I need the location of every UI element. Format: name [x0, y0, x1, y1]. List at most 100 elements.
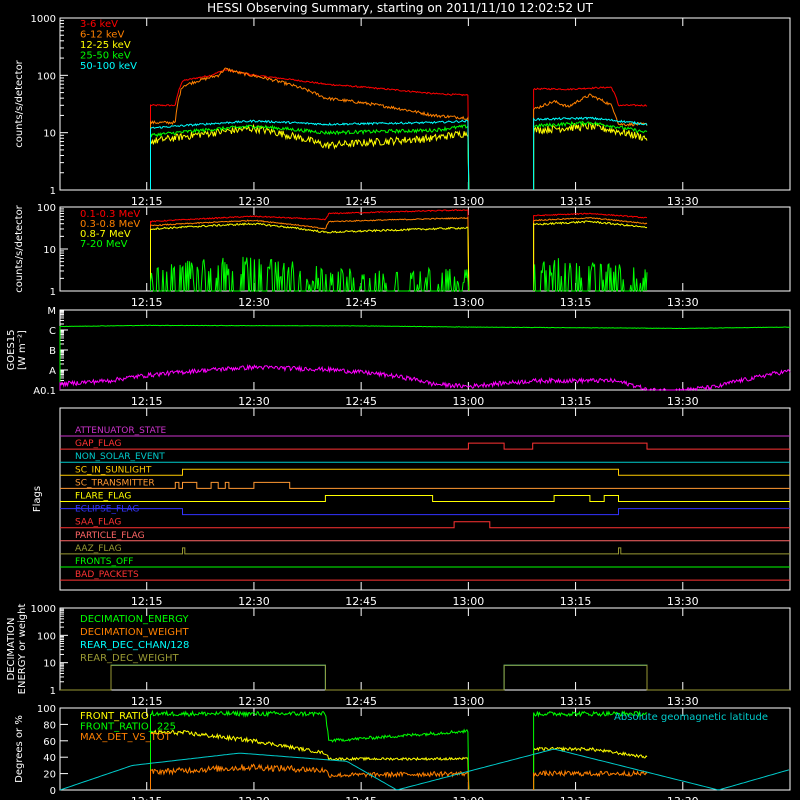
decim-time-tick-label: 12:45	[345, 695, 377, 708]
highE-y-tick-label: 10	[43, 245, 56, 256]
highE-time-tick-label: 13:30	[667, 296, 699, 309]
goes-series-1	[59, 363, 791, 392]
ratio-time-tick-label: 13:00	[453, 795, 485, 800]
goes-y-label-2: [W m⁻²]	[17, 330, 28, 370]
ratio-y-tick-label: 100	[37, 704, 56, 715]
flags-series-7	[60, 521, 790, 529]
ratio-time-tick-label: 12:15	[131, 795, 163, 800]
highE-series-0	[150, 209, 648, 292]
flags-label: FRONTS_OFF	[75, 557, 133, 567]
highE-y-label: counts/s/detector	[14, 204, 25, 292]
lowE-time-tick-label: 12:30	[238, 195, 270, 208]
lowE-time-tick-label: 12:45	[345, 195, 377, 208]
highE-time-tick-label: 12:30	[238, 296, 270, 309]
decim-series-3	[60, 664, 790, 691]
ratio-legend-item: FRONT_RATIO_ 225	[80, 722, 176, 733]
highE-legend-item: 0.8-7 MeV	[80, 229, 131, 240]
flags-series-9	[60, 547, 790, 555]
highE-time-tick-label: 13:15	[560, 296, 592, 309]
lowE-time-tick-label: 12:15	[131, 195, 163, 208]
decim-y-tick-label: 1	[50, 686, 56, 697]
flags-time-tick-label: 12:15	[131, 595, 163, 608]
flags-label: ATTENUATOR_STATE	[75, 426, 167, 436]
lowE-series-1	[150, 67, 648, 191]
flags-time-tick-label: 12:30	[238, 595, 270, 608]
ratio-series-2	[150, 763, 648, 791]
goes-y-label: GOES15	[6, 329, 17, 370]
figure-title: HESSI Observing Summary, starting on 201…	[207, 1, 593, 15]
flags-frame	[59, 407, 791, 591]
ratio-y-tick-label: 80	[43, 720, 56, 731]
decim-legend-item: REAR_DEC_WEIGHT	[80, 653, 179, 664]
goes-series-0	[59, 324, 791, 390]
decim-y-label: DECIMATION	[6, 617, 17, 680]
flags-time-tick-label: 13:30	[667, 595, 699, 608]
decim-time-tick-label: 13:00	[453, 695, 485, 708]
decim-y-label-2: ENERGY or weight	[17, 604, 28, 695]
lowE-legend-item: 3-6 keV	[80, 19, 118, 30]
ratio-series-0	[150, 729, 648, 791]
lowE-series-4	[150, 116, 648, 191]
decim-y-tick-label: 10	[43, 659, 56, 670]
decim-time-tick-label: 12:15	[131, 695, 163, 708]
ratio-annotation: Absolute geomagnetic latitude	[614, 712, 768, 723]
flags-label: GAP_FLAG	[75, 439, 121, 449]
lowE-y-tick-label: 1000	[31, 14, 56, 25]
goes-time-tick-label: 13:00	[453, 395, 485, 408]
highE-legend-item: 0.3-0.8 MeV	[80, 219, 140, 230]
lowE-series-3	[150, 120, 648, 191]
ratio-legend-item: MAX_DET_VS_TOT	[80, 732, 172, 743]
goes-time-tick-label: 13:30	[667, 395, 699, 408]
goes-y-tick-label: A	[49, 366, 56, 377]
ratio-y-tick-label: 40	[43, 753, 56, 764]
ratio-series-3	[59, 748, 790, 791]
lowE-legend-item: 12-25 keV	[80, 40, 131, 51]
highE-series-1	[150, 216, 648, 292]
ratio-y-label: Degrees or %	[14, 715, 25, 783]
flags-label: SC_TRANSMITTER	[75, 478, 155, 488]
goes-time-tick-label: 13:15	[560, 395, 592, 408]
decim-time-tick-label: 13:30	[667, 695, 699, 708]
ratio-series-1	[150, 709, 648, 791]
flags-label: FLARE_FLAG	[75, 491, 131, 501]
lowE-time-tick-label: 13:15	[560, 195, 592, 208]
goes-time-tick-label: 12:15	[131, 395, 163, 408]
ratio-y-tick-label: 20	[43, 770, 56, 781]
goes-y-tick-label: C	[49, 326, 56, 337]
flags-series-3	[60, 468, 790, 476]
flags-y-label: Flags	[32, 486, 43, 512]
ratio-time-tick-label: 13:15	[560, 795, 592, 800]
lowE-y-tick-label: 1	[50, 186, 56, 197]
ratio-frame	[59, 707, 791, 791]
decim-y-tick-label: 100	[37, 631, 56, 642]
highE-time-tick-label: 13:00	[453, 296, 485, 309]
goes-y-tick-label: B	[49, 346, 56, 357]
ratio-y-tick-label: 0	[50, 786, 56, 797]
decim-time-tick-label: 13:15	[560, 695, 592, 708]
flags-label: BAD_PACKETS	[75, 570, 139, 580]
flags-label: PARTICLE_FLAG	[75, 531, 145, 541]
flags-time-tick-label: 12:45	[345, 595, 377, 608]
flags-series-4	[60, 481, 790, 489]
goes-time-tick-label: 12:45	[345, 395, 377, 408]
ratio-legend-item: FRONT_RATIO	[80, 711, 149, 722]
decim-legend-item: DECIMATION_ENERGY	[80, 614, 189, 625]
goes-y-tick-label: A0.1	[33, 386, 56, 397]
lowE-time-tick-label: 13:30	[667, 195, 699, 208]
flags-label: ECLIPSE_FLAG	[75, 505, 139, 515]
flags-label: SC_IN_SUNLIGHT	[75, 465, 152, 475]
lowE-frame	[59, 17, 791, 191]
highE-legend-item: 0.1-0.3 MeV	[80, 209, 140, 220]
lowE-y-tick-label: 100	[37, 71, 56, 82]
ratio-time-tick-label: 13:30	[667, 795, 699, 800]
ratio-y-tick-label: 60	[43, 737, 56, 748]
highE-y-tick-label: 100	[37, 203, 56, 214]
goes-time-tick-label: 12:30	[238, 395, 270, 408]
flags-series-6	[60, 508, 790, 516]
lowE-legend-item: 50-100 keV	[80, 61, 137, 72]
lowE-series-0	[150, 68, 648, 191]
lowE-y-tick-label: 10	[43, 129, 56, 140]
ratio-time-tick-label: 12:45	[345, 795, 377, 800]
lowE-legend-item: 25-50 keV	[80, 51, 131, 62]
